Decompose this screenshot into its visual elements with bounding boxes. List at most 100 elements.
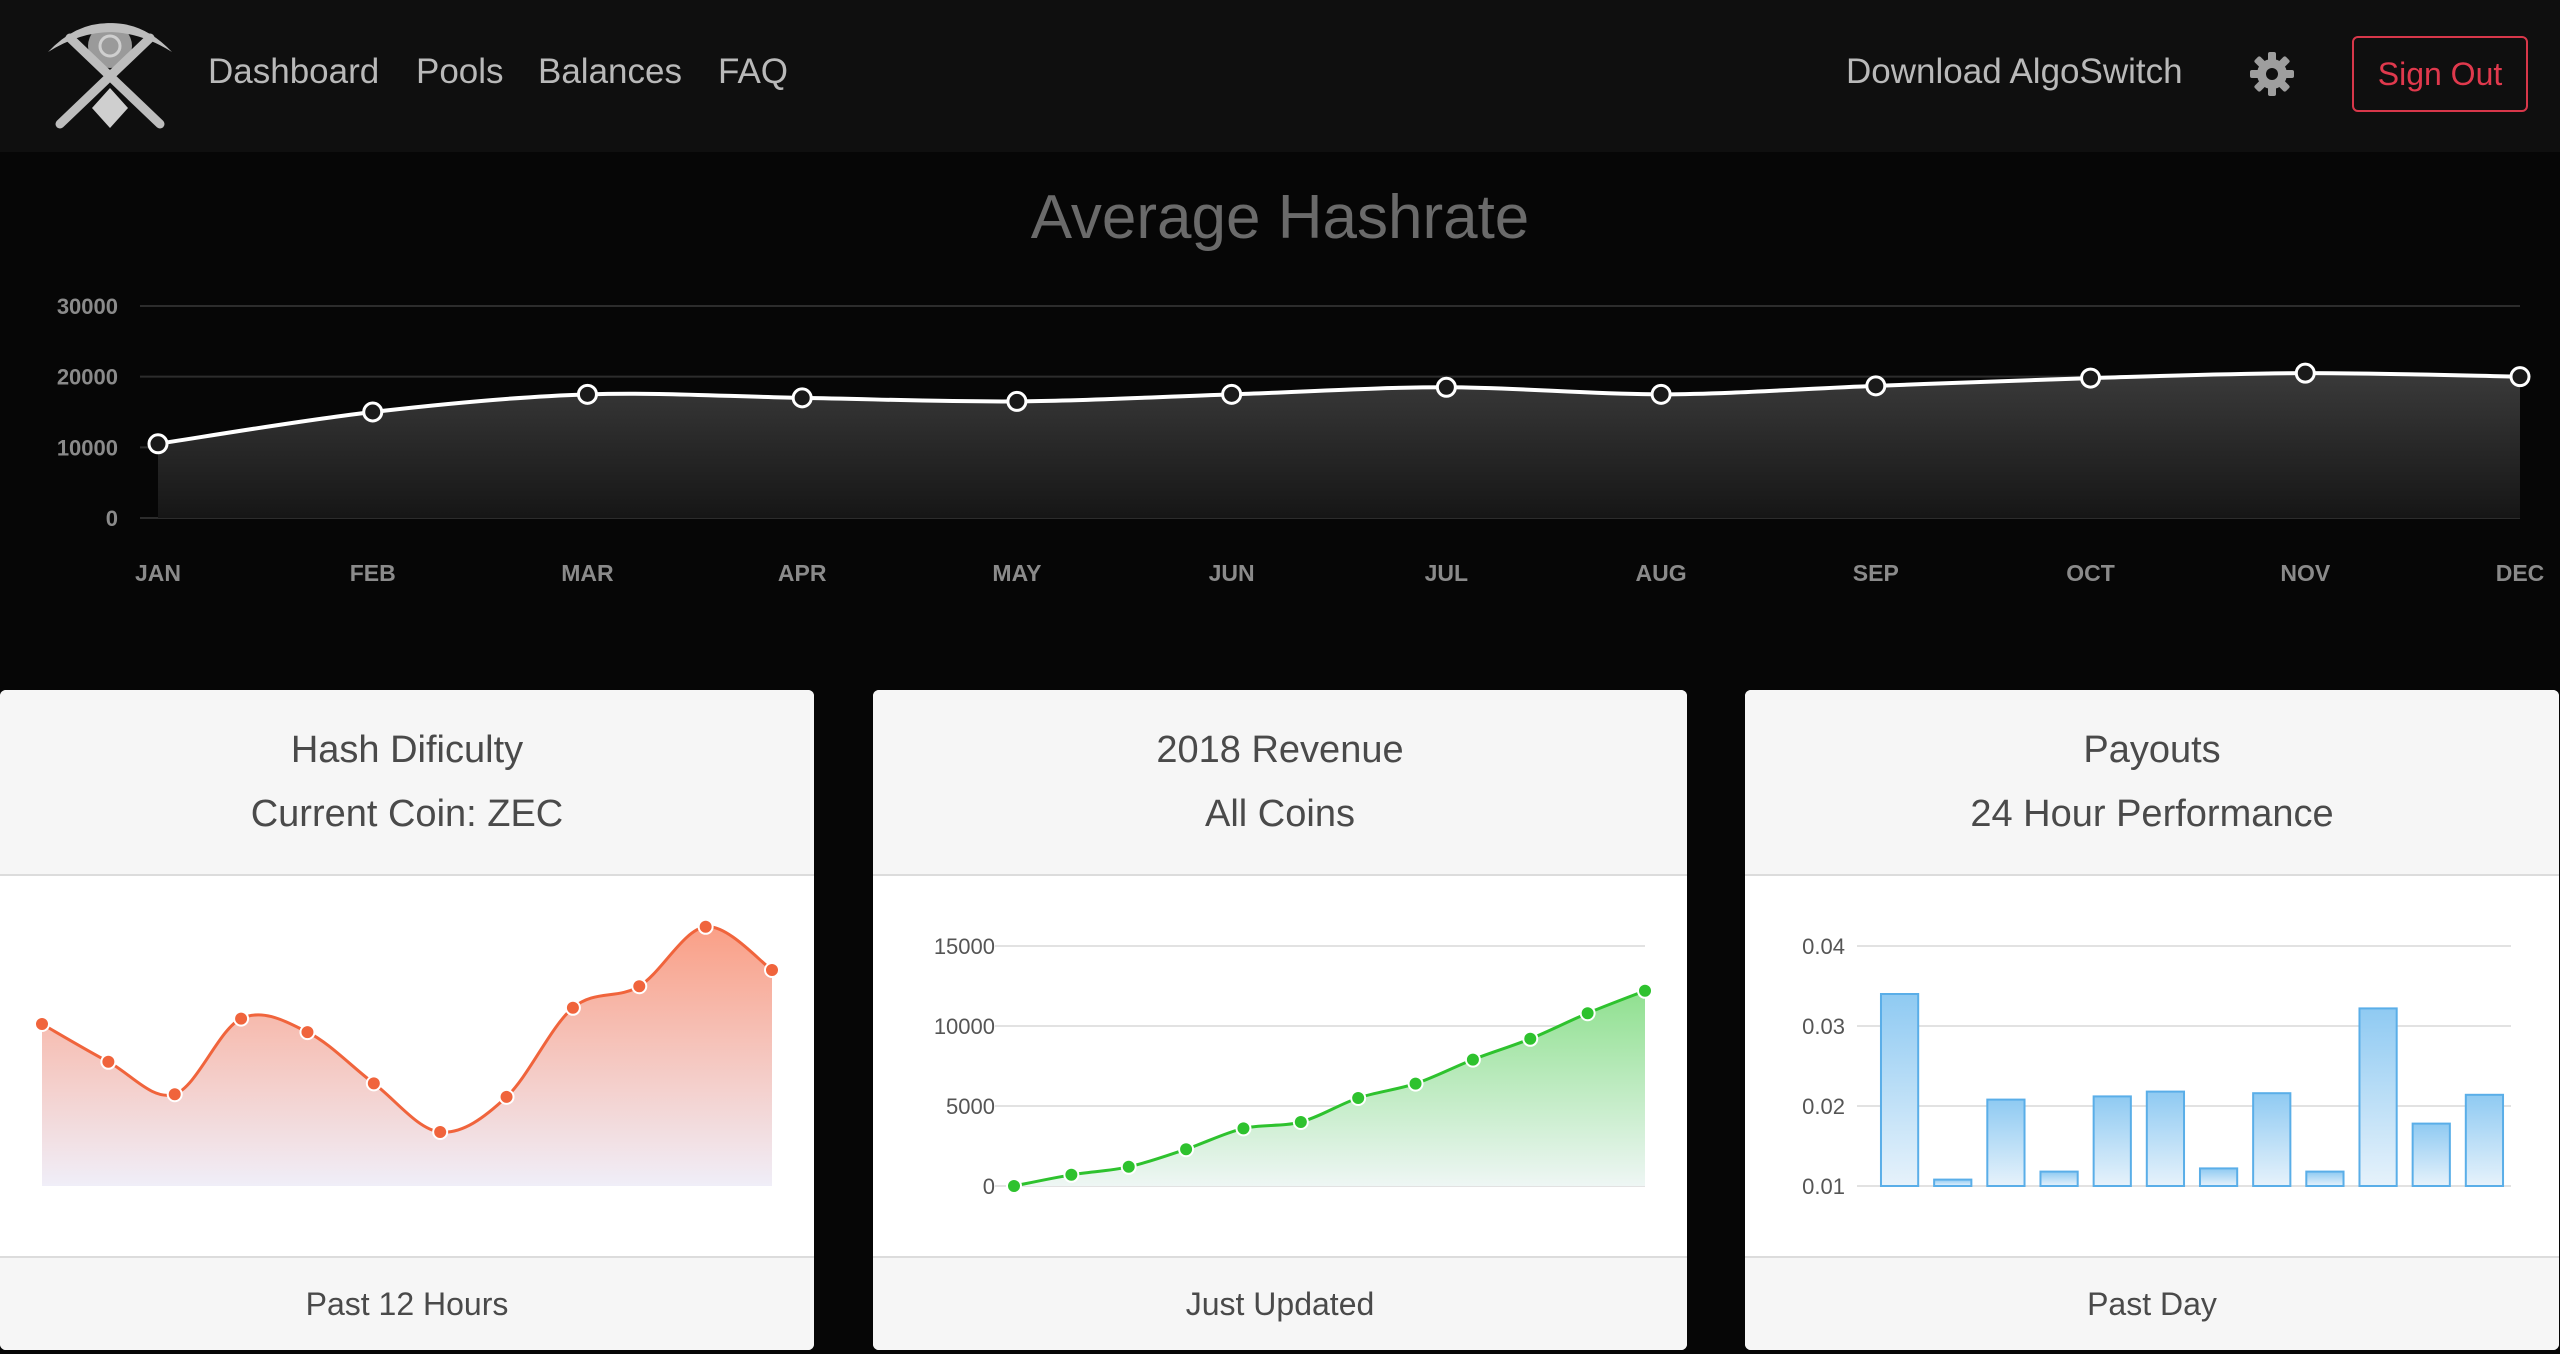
bar <box>1879 993 1920 1187</box>
card-header: Payouts 24 Hour Performance <box>1745 690 2559 876</box>
data-point <box>233 1010 250 1027</box>
data-point <box>147 433 169 455</box>
bar <box>2039 1170 2079 1188</box>
nav-balances[interactable]: Balances <box>538 52 682 91</box>
series-line <box>157 371 2521 446</box>
data-point <box>362 401 384 423</box>
data-point <box>1178 1141 1195 1158</box>
download-algoswitch-link[interactable]: Download AlgoSwitch <box>1846 52 2183 91</box>
pickaxe-logo-icon[interactable] <box>40 12 180 140</box>
bar <box>2411 1122 2451 1188</box>
card-title: 2018 Revenue <box>1156 729 1404 771</box>
bar <box>2198 1167 2239 1187</box>
chart-title: Average Hashrate <box>1031 183 1530 252</box>
data-point <box>1063 1166 1080 1183</box>
x-tick-label: JUN <box>1209 560 1255 586</box>
x-tick-label: MAR <box>561 560 614 586</box>
card-body: 0.01 0.02 0.03 0.04 <box>1745 876 2559 1256</box>
data-point <box>1350 1090 1367 1106</box>
bar <box>1986 1098 2026 1188</box>
data-point <box>100 1053 117 1070</box>
revenue-chart: 0 5000 10000 15000 <box>934 934 1653 1199</box>
data-point <box>34 1016 50 1032</box>
data-point <box>576 383 598 405</box>
data-point <box>299 1024 316 1041</box>
y-tick-label: 0.02 <box>1802 1094 1845 1119</box>
bar <box>2092 1095 2132 1187</box>
revenue-card: 2018 Revenue All Coins 0 5000 10000 15000 J… <box>873 690 1687 1350</box>
x-tick-label: FEB <box>350 560 396 586</box>
y-tick-label: 10000 <box>57 435 118 460</box>
data-point <box>791 387 813 409</box>
card-title: Payouts <box>2083 729 2221 771</box>
nav-faq[interactable]: FAQ <box>718 52 789 91</box>
data-point <box>1637 982 1653 999</box>
data-point <box>1292 1114 1309 1130</box>
y-tick-label: 10000 <box>934 1014 995 1039</box>
bar <box>1933 1178 1973 1188</box>
data-point <box>1865 375 1887 397</box>
x-tick-label: APR <box>778 560 827 586</box>
data-point <box>631 978 648 995</box>
data-point <box>432 1124 449 1140</box>
y-tick-label: 5000 <box>946 1094 995 1119</box>
series-area <box>42 926 772 1186</box>
bar <box>2358 1007 2398 1187</box>
data-point <box>1435 376 1457 398</box>
y-tick-label: 0 <box>983 1174 995 1199</box>
data-point <box>1221 383 1243 405</box>
x-tick-label: MAY <box>992 560 1041 586</box>
data-point <box>1006 390 1028 412</box>
hash-difficulty-card: Hash Dificulty Current Coin: ZEC Past 12… <box>0 690 814 1350</box>
y-tick-label: 0.03 <box>1802 1014 1845 1039</box>
x-tick-label: SEP <box>1853 560 1899 586</box>
series-area <box>1014 990 1645 1186</box>
y-tick-label: 20000 <box>57 365 118 390</box>
card-header: 2018 Revenue All Coins <box>873 690 1687 876</box>
bar <box>2252 1092 2292 1187</box>
data-point <box>498 1088 515 1105</box>
bar <box>2464 1093 2505 1187</box>
data-point <box>1522 1030 1539 1047</box>
navbar: Dashboard Pools Balances FAQ Download Al… <box>0 0 2560 152</box>
card-footer: Past Day <box>1745 1256 2559 1350</box>
data-point <box>1006 1178 1022 1194</box>
average-hashrate-chart: Average Hashrate 0 10000 20000 30000 JAN FEB MA… <box>57 183 2545 586</box>
x-tick-label: DEC <box>2496 560 2545 586</box>
y-tick-label: 15000 <box>934 934 995 959</box>
hash-difficulty-chart <box>34 918 780 1186</box>
nav-pools[interactable]: Pools <box>416 52 504 91</box>
bar <box>2145 1090 2186 1188</box>
x-tick-label: JAN <box>135 560 181 586</box>
card-footer: Past 12 Hours <box>0 1256 814 1350</box>
card-header: Hash Dificulty Current Coin: ZEC <box>0 690 814 876</box>
card-subtitle: Current Coin: ZEC <box>250 793 564 835</box>
gear-icon[interactable] <box>2248 50 2296 98</box>
card-body <box>0 876 814 1256</box>
data-point <box>1120 1158 1137 1175</box>
data-point <box>1235 1120 1252 1137</box>
data-point <box>2080 367 2102 389</box>
y-tick-label: 30000 <box>57 294 118 319</box>
card-body: 0 5000 10000 15000 <box>873 876 1687 1256</box>
x-tick-label: OCT <box>2066 560 2115 586</box>
data-point <box>365 1075 382 1092</box>
nav-dashboard[interactable]: Dashboard <box>208 52 380 91</box>
x-tick-label: AUG <box>1636 560 1687 586</box>
data-point <box>1407 1075 1424 1092</box>
sign-out-button[interactable]: Sign Out <box>2352 36 2528 112</box>
data-point <box>1464 1051 1481 1068</box>
card-subtitle: All Coins <box>1205 793 1355 835</box>
series-area <box>158 373 2520 518</box>
data-point <box>697 918 714 935</box>
card-title: Hash Dificulty <box>290 729 524 771</box>
bar <box>2305 1170 2345 1188</box>
data-point <box>166 1086 183 1103</box>
data-point <box>764 962 780 978</box>
card-subtitle: 24 Hour Performance <box>1970 793 2334 835</box>
data-point <box>2509 366 2531 388</box>
card-footer: Just Updated <box>873 1256 1687 1350</box>
data-point <box>564 999 581 1016</box>
payouts-card: Payouts 24 Hour Performance 0.01 0.02 0.03… <box>1745 690 2559 1350</box>
data-point <box>2294 362 2316 384</box>
